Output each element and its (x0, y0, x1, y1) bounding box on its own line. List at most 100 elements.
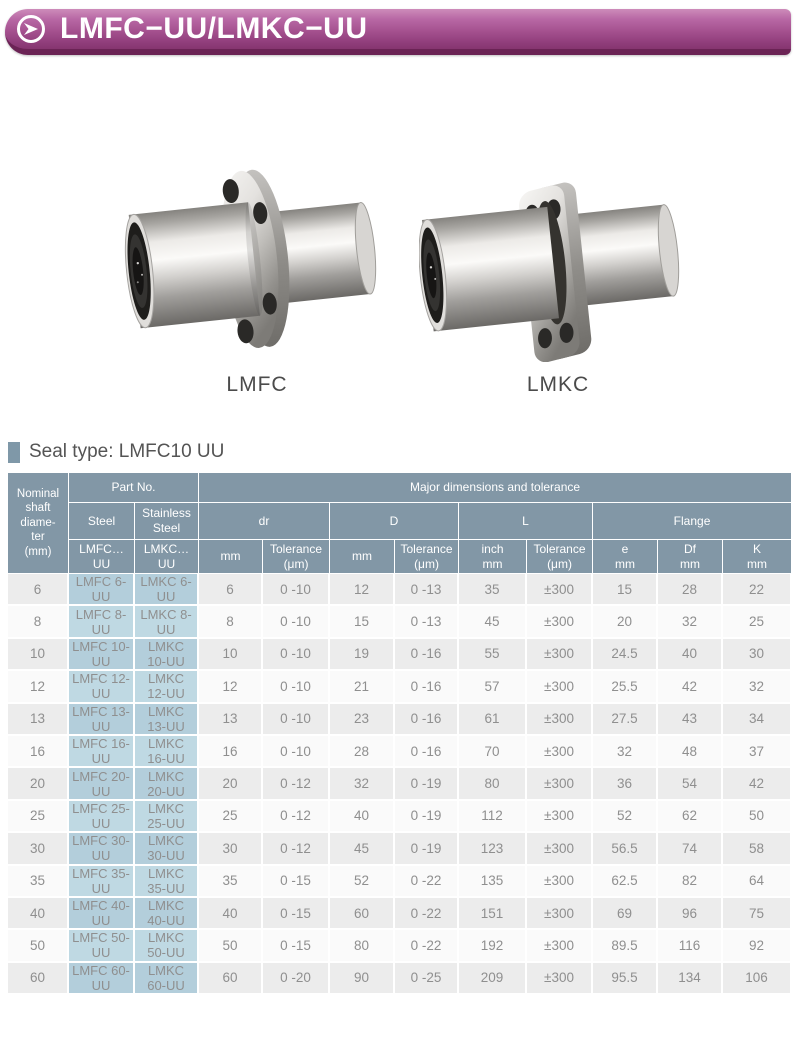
cell-part-no-steel: LMFC 10-UU (69, 638, 135, 672)
cell-l-tolerance: ±300 (527, 638, 594, 672)
cell-part-no-stainless: LMKC 8-UU (135, 606, 200, 639)
cell-nominal-diameter: 25 (8, 800, 69, 834)
cell-df-mm: 42 (658, 671, 724, 704)
cell-dr-mm: 60 (199, 962, 264, 996)
cell-l-tolerance: ±300 (527, 865, 594, 898)
cell-dr-mm: 25 (199, 800, 264, 834)
cell-k-mm: 32 (723, 671, 793, 704)
cell-nominal-diameter: 20 (8, 768, 69, 801)
cell-l-tolerance: ±300 (527, 606, 594, 639)
table-row: 30 LMFC 30-UU LMKC 30-UU 30 0 -12 45 0 -… (8, 833, 793, 866)
cell-d-tolerance: 0 -16 (395, 735, 460, 769)
cell-part-no-stainless: LMKC 40-UU (135, 897, 200, 931)
cell-l-tolerance: ±300 (527, 897, 594, 931)
table-row: 13 LMFC 13-UU LMKC 13-UU 13 0 -10 23 0 -… (8, 703, 793, 736)
cell-d-tolerance: 0 -22 (395, 897, 460, 931)
cell-nominal-diameter: 8 (8, 606, 69, 639)
cell-l-tolerance: ±300 (527, 800, 594, 834)
cell-d-tolerance: 0 -19 (395, 768, 460, 801)
cell-dr-tolerance: 0 -10 (263, 638, 331, 672)
cell-e-mm: 32 (593, 735, 659, 769)
cell-dr-mm: 10 (199, 638, 264, 672)
cell-d-mm: 32 (330, 768, 396, 801)
col-header-d-tolerance: Tolerance (μm) (395, 540, 460, 574)
cell-d-tolerance: 0 -16 (395, 703, 460, 736)
cell-l-inch-mm: 112 (459, 800, 528, 834)
cell-dr-tolerance: 0 -15 (263, 930, 331, 963)
cell-dr-mm: 6 (199, 574, 264, 607)
cell-d-tolerance: 0 -16 (395, 638, 460, 672)
col-header-stainless: Stainless Steel (135, 503, 200, 540)
cell-nominal-diameter: 13 (8, 703, 69, 736)
cell-dr-tolerance: 0 -15 (263, 897, 331, 931)
col-header-lmkc-series: LMKC…UU (135, 540, 200, 574)
cell-part-no-steel: LMFC 20-UU (69, 768, 135, 801)
cell-l-inch-mm: 45 (459, 606, 528, 639)
cell-d-tolerance: 0 -22 (395, 865, 460, 898)
cell-e-mm: 56.5 (593, 833, 659, 866)
table-row: 12 LMFC 12-UU LMKC 12-UU 12 0 -10 21 0 -… (8, 671, 793, 704)
cell-nominal-diameter: 60 (8, 962, 69, 996)
col-header-l-inch-mm: inch mm (459, 540, 528, 574)
table-row: 16 LMFC 16-UU LMKC 16-UU 16 0 -10 28 0 -… (8, 735, 793, 769)
cell-k-mm: 92 (723, 930, 793, 963)
cell-part-no-steel: LMFC 50-UU (69, 930, 135, 963)
col-header-l: L (459, 503, 594, 540)
cell-l-inch-mm: 80 (459, 768, 528, 801)
cell-l-tolerance: ±300 (527, 930, 594, 963)
page-title: LMFC−UU/LMKC−UU (60, 12, 368, 45)
title-banner: LMFC−UU/LMKC−UU (5, 9, 791, 55)
cell-dr-mm: 16 (199, 735, 264, 769)
cell-part-no-stainless: LMKC 13-UU (135, 703, 200, 736)
cell-dr-tolerance: 0 -10 (263, 606, 331, 639)
cell-dr-tolerance: 0 -10 (263, 703, 331, 736)
cell-d-tolerance: 0 -16 (395, 671, 460, 704)
cell-l-inch-mm: 70 (459, 735, 528, 769)
dimensions-table-wrap: Nominal shaft diame- ter (mm) Part No. M… (8, 473, 793, 996)
cell-l-inch-mm: 61 (459, 703, 528, 736)
cell-l-tolerance: ±300 (527, 574, 594, 607)
cell-d-mm: 52 (330, 865, 396, 898)
col-header-major: Major dimensions and tolerance (199, 473, 793, 503)
col-header-e-mm: e mm (593, 540, 659, 574)
cell-l-inch-mm: 123 (459, 833, 528, 866)
cell-d-mm: 60 (330, 897, 396, 931)
cell-d-mm: 40 (330, 800, 396, 834)
cell-e-mm: 25.5 (593, 671, 659, 704)
cell-df-mm: 32 (658, 606, 724, 639)
cell-df-mm: 62 (658, 800, 724, 834)
cell-d-tolerance: 0 -19 (395, 833, 460, 866)
cell-part-no-stainless: LMKC 50-UU (135, 930, 200, 963)
cell-l-inch-mm: 57 (459, 671, 528, 704)
cell-d-tolerance: 0 -13 (395, 574, 460, 607)
table-row: 25 LMFC 25-UU LMKC 25-UU 25 0 -12 40 0 -… (8, 800, 793, 834)
cell-e-mm: 24.5 (593, 638, 659, 672)
cell-d-mm: 45 (330, 833, 396, 866)
cell-part-no-stainless: LMKC 20-UU (135, 768, 200, 801)
cell-df-mm: 43 (658, 703, 724, 736)
lmfc-product-image: LMFC (122, 156, 392, 397)
cell-nominal-diameter: 16 (8, 735, 69, 769)
cell-part-no-stainless: LMKC 60-UU (135, 962, 200, 996)
cell-d-mm: 80 (330, 930, 396, 963)
cell-l-tolerance: ±300 (527, 671, 594, 704)
cell-e-mm: 62.5 (593, 865, 659, 898)
cell-nominal-diameter: 12 (8, 671, 69, 704)
lmkc-label: LMKC (526, 373, 590, 396)
cell-df-mm: 74 (658, 833, 724, 866)
cell-e-mm: 89.5 (593, 930, 659, 963)
cell-part-no-stainless: LMKC 30-UU (135, 833, 200, 866)
cell-dr-mm: 50 (199, 930, 264, 963)
cell-d-tolerance: 0 -13 (395, 606, 460, 639)
cell-nominal-diameter: 50 (8, 930, 69, 963)
round-flange-bearing-illustration (124, 169, 377, 348)
cell-k-mm: 75 (723, 897, 793, 931)
cell-part-no-stainless: LMKC 12-UU (135, 671, 200, 704)
cell-k-mm: 106 (723, 962, 793, 996)
cell-l-tolerance: ±300 (527, 833, 594, 866)
cell-nominal-diameter: 30 (8, 833, 69, 866)
cell-dr-tolerance: 0 -12 (263, 768, 331, 801)
cell-dr-mm: 8 (199, 606, 264, 639)
cell-df-mm: 82 (658, 865, 724, 898)
cell-part-no-steel: LMFC 13-UU (69, 703, 135, 736)
